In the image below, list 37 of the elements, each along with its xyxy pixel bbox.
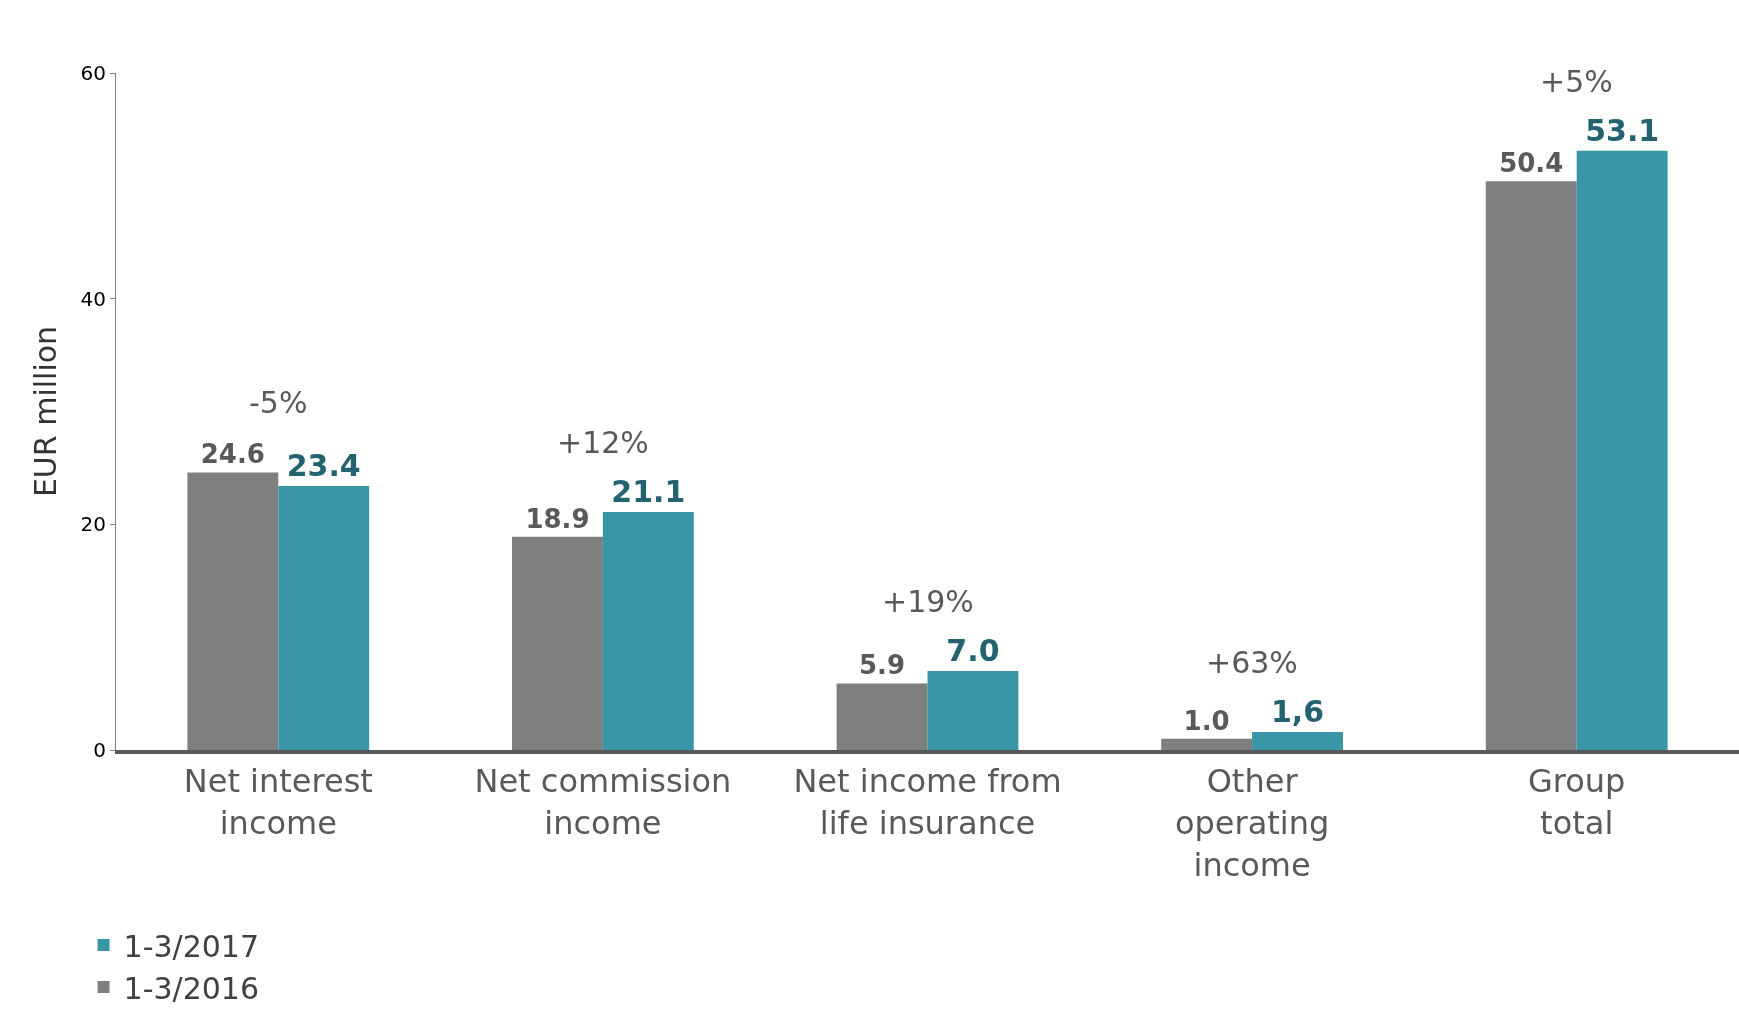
data-label: 1.0 [1183, 705, 1230, 736]
data-label: 24.6 [200, 439, 265, 470]
x-tick-label: Net interest income [183, 762, 373, 842]
bar [512, 536, 603, 750]
annotation: +19% [882, 584, 974, 619]
data-label: 53.1 [1585, 112, 1660, 148]
data-label: 50.4 [1499, 148, 1564, 179]
data-label: 18.9 [525, 503, 590, 534]
bar [1576, 150, 1668, 750]
x-tick-label: Net income from life insurance [793, 762, 1062, 842]
annotation: +63% [1206, 645, 1298, 680]
y-tick-label: 40 [80, 286, 106, 311]
annotation: +12% [557, 425, 649, 460]
x-tick-label: Other operating income [1174, 762, 1330, 884]
legend-label: 1-3/2017 [123, 928, 260, 964]
bar [836, 683, 928, 750]
legend-label: 1-3/2016 [123, 970, 260, 1006]
data-label: 23.4 [286, 447, 361, 483]
data-label: 21.1 [611, 473, 686, 509]
bar [602, 511, 694, 750]
x-tick-label: Group total [1527, 762, 1626, 842]
data-label: 7.0 [946, 633, 1000, 669]
bar [1161, 738, 1253, 750]
bar [1252, 731, 1343, 750]
annotation: +5% [1540, 64, 1613, 99]
data-label: 5.9 [859, 650, 906, 681]
y-axis-title: EUR million [27, 325, 63, 498]
x-tick-label: Net commission income [474, 762, 732, 842]
annotation: -5% [249, 385, 308, 420]
bar [1485, 181, 1577, 750]
y-tick-label: 20 [80, 512, 106, 537]
y-tick-label: 0 [93, 738, 106, 762]
data-label: 1,6 [1270, 693, 1325, 729]
y-tick-label: 60 [80, 61, 106, 85]
bar [927, 671, 1019, 750]
bar [278, 485, 370, 750]
bar [187, 472, 279, 750]
